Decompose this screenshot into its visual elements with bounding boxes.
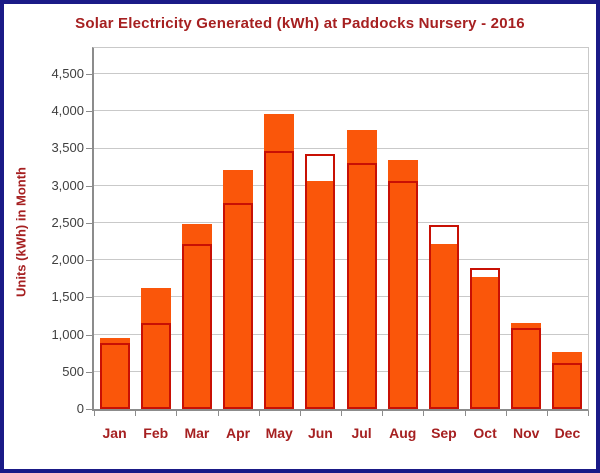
x-tick-mark <box>546 411 548 416</box>
x-tick-mark <box>505 411 507 416</box>
bar-outline-mar <box>181 243 212 409</box>
bar-outline-dec <box>552 362 583 409</box>
x-tick-mark <box>588 411 589 416</box>
x-tick-mark <box>94 411 95 416</box>
gridline <box>94 184 588 186</box>
y-tick-mark <box>86 260 92 262</box>
gridline <box>94 370 588 372</box>
bar-fill-may <box>264 114 295 409</box>
x-tick-mark <box>217 411 219 416</box>
x-tick-mark <box>382 411 384 416</box>
bar-outline-feb <box>140 323 171 409</box>
x-tick-mark <box>135 411 137 416</box>
x-axis-label-apr: Apr <box>226 425 251 441</box>
gridline <box>94 259 588 261</box>
y-tick-label: 2,500 <box>51 214 84 230</box>
gridline <box>94 333 588 335</box>
y-tick-label: 2,000 <box>51 252 84 268</box>
gridline <box>94 73 588 75</box>
y-tick-mark <box>86 74 92 76</box>
x-tick-mark <box>464 411 466 416</box>
y-tick-label: 1,000 <box>51 326 84 342</box>
plot-area <box>92 47 589 411</box>
bar-fill-sep <box>428 243 459 409</box>
bar-fill-dec <box>552 351 583 409</box>
bar-fill-apr <box>223 170 254 409</box>
y-tick-label: 4,500 <box>51 66 84 82</box>
bar-fill-aug <box>387 159 418 409</box>
bar-outline-apr <box>223 202 254 409</box>
y-tick-mark <box>86 334 92 336</box>
x-axis-label-jun: Jun <box>307 425 333 441</box>
y-tick-mark <box>86 111 92 113</box>
x-axis-label-jul: Jul <box>351 425 372 441</box>
y-tick-mark <box>86 371 92 373</box>
y-tick-label: 3,500 <box>51 140 84 156</box>
bar-fill-jun <box>305 181 336 409</box>
bar-outline-jan <box>99 342 130 409</box>
y-tick-mark <box>86 148 92 150</box>
y-tick-label: 500 <box>62 363 84 379</box>
x-axis-label-dec: Dec <box>554 425 581 441</box>
y-tick-label: 4,000 <box>51 103 84 119</box>
x-axis-label-sep: Sep <box>431 425 457 441</box>
x-axis-label-jan: Jan <box>102 425 127 441</box>
bar-outline-oct <box>470 268 501 409</box>
y-tick-mark <box>86 409 92 410</box>
x-axis-label-nov: Nov <box>513 425 540 441</box>
bar-outline-jun <box>305 153 336 409</box>
x-tick-mark <box>258 411 260 416</box>
bar-fill-jul <box>346 129 377 409</box>
x-tick-mark <box>423 411 425 416</box>
y-tick-label: 3,000 <box>51 177 84 193</box>
gridline <box>94 296 588 298</box>
bar-fill-mar <box>181 224 212 409</box>
y-tick-label: 0 <box>76 401 84 416</box>
gridline <box>94 221 588 223</box>
bar-outline-jul <box>346 163 377 409</box>
x-tick-mark <box>341 411 342 416</box>
x-tick-mark <box>299 411 301 416</box>
bar-fill-jan <box>99 338 130 409</box>
y-tick-mark <box>86 297 92 299</box>
x-axis-label-may: May <box>265 425 293 441</box>
x-axis-label-oct: Oct <box>473 425 497 441</box>
y-tick-mark <box>86 222 92 224</box>
x-axis-label-mar: Mar <box>184 425 210 441</box>
bar-outline-sep <box>428 225 459 409</box>
bar-outline-may <box>264 150 295 409</box>
gridline <box>94 110 588 112</box>
chart-title: Solar Electricity Generated (kWh) at Pad… <box>75 15 525 32</box>
x-tick-mark <box>176 411 178 416</box>
bar-fill-feb <box>140 287 171 409</box>
bar-outline-nov <box>511 327 542 409</box>
bar-outline-aug <box>387 181 418 409</box>
x-axis-label-feb: Feb <box>143 425 169 441</box>
x-axis-label-aug: Aug <box>389 425 417 441</box>
y-tick-mark <box>86 185 92 187</box>
gridline <box>94 147 588 149</box>
bar-fill-oct <box>470 276 501 409</box>
bar-fill-nov <box>511 323 542 409</box>
y-tick-label: 1,500 <box>51 289 84 305</box>
